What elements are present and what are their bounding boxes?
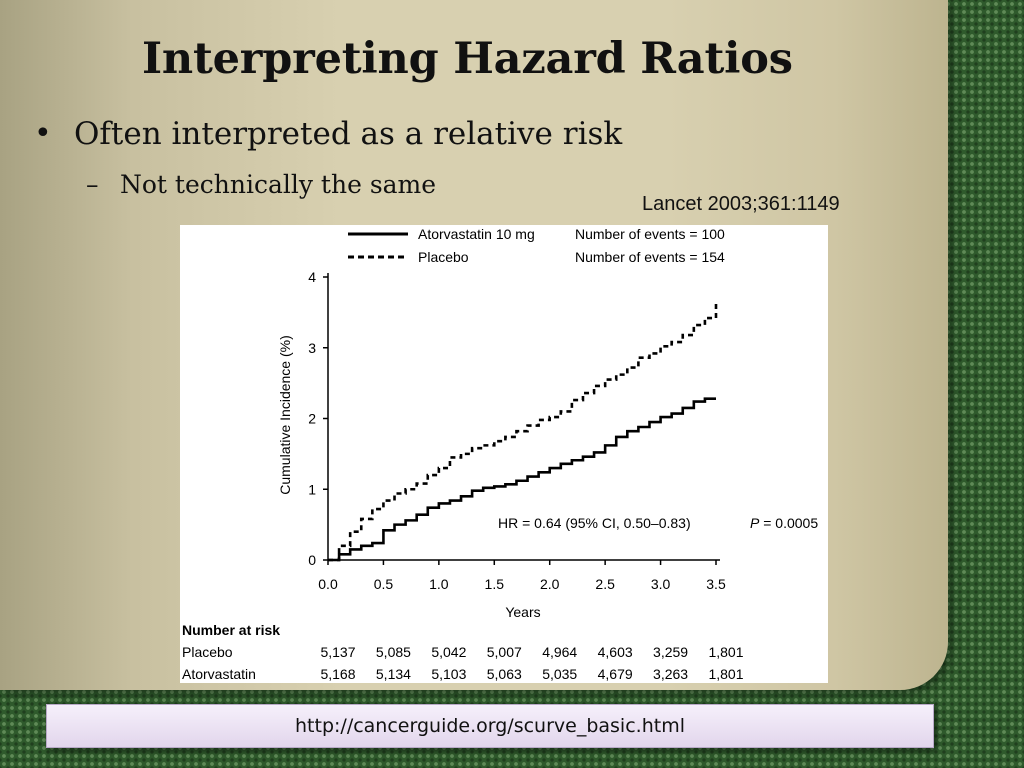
y-tick-label: 4	[308, 269, 316, 285]
km-chart: Atorvastatin 10 mg Number of events = 10…	[182, 226, 818, 682]
subbullet-marker: –	[86, 170, 99, 199]
risk-table-cell: 5,168	[320, 666, 355, 682]
x-axis-label: Years	[505, 604, 540, 620]
risk-table-cell: 3,263	[653, 666, 688, 682]
risk-table-cell: 5,085	[376, 644, 411, 660]
risk-table-cell: 5,007	[487, 644, 522, 660]
risk-table-cell: 4,964	[542, 644, 577, 660]
y-tick-label: 3	[308, 340, 316, 356]
x-tick-label: 0.5	[374, 576, 394, 592]
x-tick-label: 0.0	[318, 576, 338, 592]
risk-table-cell: 1,801	[708, 666, 743, 682]
y-tick-label: 2	[308, 411, 316, 427]
risk-row-label-atorvastatin: Atorvastatin	[182, 666, 256, 682]
risk-table-cell: 1,801	[708, 644, 743, 660]
citation: Lancet 2003;361:1149	[642, 193, 840, 215]
x-tick-label: 3.5	[706, 576, 726, 592]
y-tick-label: 1	[308, 481, 316, 497]
slide-title: Interpreting Hazard Ratios	[142, 34, 793, 84]
risk-table-cell: 5,137	[320, 644, 355, 660]
risk-table-cell: 5,035	[542, 666, 577, 682]
risk-table-cell: 5,103	[431, 666, 466, 682]
p-value-number: = 0.0005	[759, 515, 818, 531]
y-tick-label: 0	[308, 552, 316, 568]
legend-atorvastatin-events: Number of events = 100	[575, 226, 725, 242]
subbullet-text: Not technically the same	[120, 170, 437, 199]
risk-table-header: Number at risk	[182, 622, 280, 638]
placebo-line	[328, 303, 718, 562]
risk-table-cell: 5,042	[431, 644, 466, 660]
p-value-annotation: P = 0.0005	[750, 515, 818, 531]
legend-placebo-events: Number of events = 154	[575, 249, 725, 265]
x-tick-label: 1.5	[485, 576, 505, 592]
risk-row-label-placebo: Placebo	[182, 644, 233, 660]
bullet-marker: •	[34, 116, 52, 151]
source-url[interactable]: http://cancerguide.org/scurve_basic.html	[46, 704, 934, 748]
legend-atorvastatin-label: Atorvastatin 10 mg	[418, 226, 535, 242]
y-axis-label: Cumulative Incidence (%)	[277, 335, 293, 495]
legend-placebo-label: Placebo	[418, 249, 469, 265]
risk-table-cell: 4,603	[598, 644, 633, 660]
hr-annotation: HR = 0.64 (95% CI, 0.50–0.83)	[498, 515, 691, 531]
x-tick-label: 2.0	[540, 576, 560, 592]
p-value-symbol: P	[750, 515, 760, 531]
risk-table-cell: 5,134	[376, 666, 411, 682]
x-tick-label: 1.0	[429, 576, 449, 592]
risk-table-cell: 3,259	[653, 644, 688, 660]
risk-table-cell: 5,063	[487, 666, 522, 682]
km-chart-figure: Atorvastatin 10 mg Number of events = 10…	[180, 225, 828, 683]
risk-table-cell: 4,679	[598, 666, 633, 682]
atorvastatin-line	[328, 397, 716, 562]
x-tick-label: 3.0	[651, 576, 671, 592]
bullet-text: Often interpreted as a relative risk	[74, 116, 623, 152]
x-tick-label: 2.5	[595, 576, 615, 592]
